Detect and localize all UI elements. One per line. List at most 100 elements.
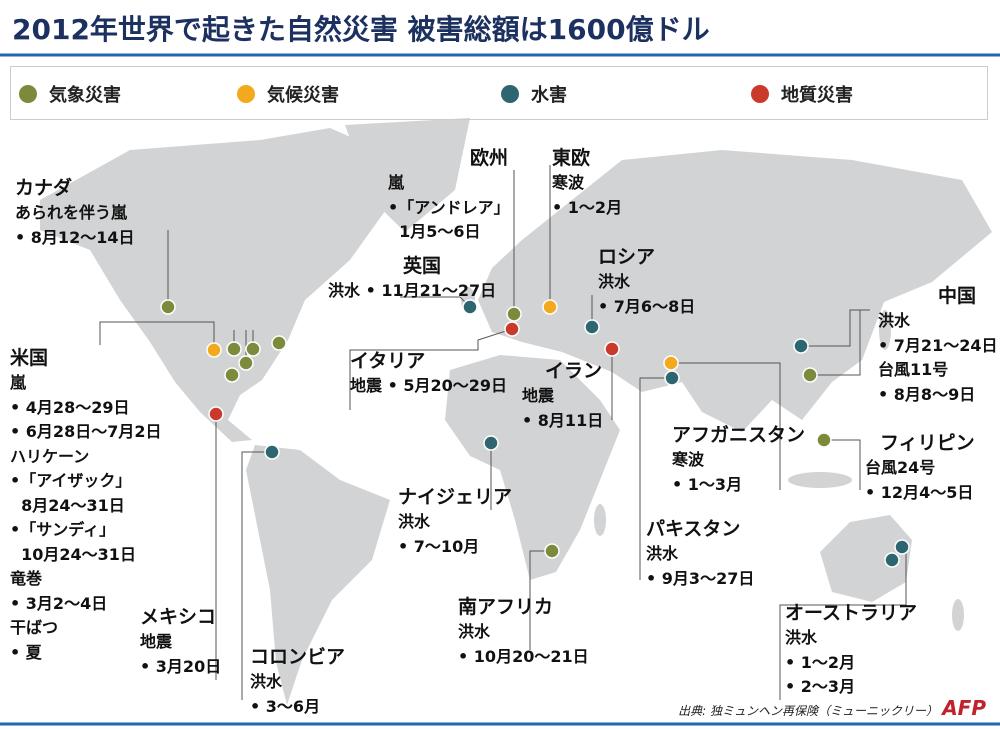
region-block: 南アフリカ 洪水 • 10月20～21日	[458, 594, 589, 669]
region-line: 10月24～31日	[10, 544, 136, 564]
region-name: コロンビア	[250, 646, 346, 668]
event-dot	[264, 444, 280, 460]
region-name: 中国	[938, 285, 977, 307]
region-line: • 12月4～5日	[865, 482, 974, 502]
legend-label: 気候災害	[267, 85, 339, 106]
event-dot	[506, 306, 522, 322]
region-line: 洪水	[646, 544, 679, 563]
south-america	[246, 445, 390, 705]
region-line: • 7～10月	[398, 536, 480, 556]
region-line: 1月5～6日	[388, 222, 481, 241]
region-block: メキシコ 地震 • 3月20日	[140, 604, 221, 679]
region-block: 米国嵐 • 4月28～29日 • 6月28日～7月2日 ハリケーン •「アイザック」 8…	[10, 345, 161, 665]
legend-label: 気象災害	[49, 85, 121, 106]
region-line: • 8月12～14日	[15, 227, 135, 247]
legend: 気象災害 気候災害 水害 地質災害	[10, 66, 988, 120]
region-name: ロシア	[598, 246, 656, 268]
title: 2012年世界で起きた自然災害 被害総額は1600億ドル	[12, 13, 710, 46]
region-line: • 6月28日～7月2日	[10, 422, 162, 441]
source: 出典: 独ミュンヘン再保険（ミューニックリー）	[678, 704, 938, 718]
new-zealand	[952, 599, 964, 631]
event-dot	[208, 406, 224, 422]
region-name: 東欧	[552, 147, 591, 169]
event-dot	[238, 355, 254, 371]
event-dot	[271, 335, 287, 351]
region-line: 台風24号	[865, 458, 936, 477]
region-name: フィリピン	[880, 432, 975, 454]
legend-dot	[751, 85, 769, 103]
region-line: • 7月6～8日	[598, 296, 696, 316]
logo: AFP	[942, 696, 986, 720]
leader-line	[671, 362, 781, 490]
region-line: • 3月2～4日	[10, 593, 108, 613]
region-line: 洪水	[598, 272, 631, 291]
region-block: コロンビア洪水 • 3～6月	[250, 644, 345, 719]
region-name: メキシコ	[140, 606, 217, 628]
leader-line	[349, 328, 513, 410]
region-line: 洪水	[458, 622, 491, 641]
eurasia	[478, 150, 992, 432]
indonesia	[788, 472, 852, 488]
region-line: 洪水	[250, 672, 283, 691]
region-line: 洪水	[398, 512, 431, 531]
region-line: 寒波	[552, 173, 585, 192]
region-line: 地震	[140, 632, 173, 651]
region-line: 竜巻	[10, 569, 43, 588]
legend-label: 地質災害	[781, 85, 853, 106]
region-line: あられを伴う嵐	[15, 203, 128, 222]
leader-line	[824, 439, 861, 490]
region-block: ナイジェリア 洪水 • 7～10月	[398, 484, 512, 559]
leader-line	[241, 451, 272, 700]
region-block: カナダ あられを伴う嵐 • 8月12～14日	[15, 175, 134, 250]
event-dot	[884, 552, 900, 568]
event-dot	[206, 342, 222, 358]
region-name: 英国	[403, 255, 442, 277]
region-name: イタリア	[350, 350, 426, 372]
region-name: 欧州	[470, 147, 509, 169]
region-block: フィリピン台風24号 • 12月4～5日	[865, 430, 975, 505]
event-dot	[245, 341, 261, 357]
event-dot	[663, 355, 679, 371]
region-line: • 1～3月	[672, 474, 743, 494]
event-dot	[504, 321, 520, 337]
africa	[445, 355, 620, 580]
event-dot	[584, 319, 600, 335]
event-dot	[816, 432, 832, 448]
region-line: • 夏	[10, 642, 42, 662]
legend-dot	[19, 85, 37, 103]
region-line: • 9月3～27日	[646, 568, 755, 588]
region-line: 嵐	[388, 173, 405, 192]
region-line: • 1～2月	[552, 197, 623, 217]
region-line: • 4月28～29日	[10, 397, 130, 417]
region-name: オーストラリア	[785, 602, 918, 624]
region-name: イラン	[545, 360, 603, 382]
legend-dot	[237, 85, 255, 103]
legend-label: 水害	[531, 85, 567, 106]
japan	[879, 310, 891, 350]
event-dot	[544, 543, 560, 559]
region-line: 台風11号	[878, 360, 949, 379]
region-line: ハリケーン	[10, 446, 90, 466]
region-name: 米国	[10, 347, 49, 369]
event-dot	[483, 435, 499, 451]
region-line: 干ばつ	[10, 618, 59, 637]
region-block: 英国 洪水 • 11月21～27日	[328, 253, 496, 304]
region-block: イラン 地震 • 8月11日	[522, 358, 603, 433]
region-line: • 3～6月	[250, 696, 321, 716]
region-name: アフガニスタン	[672, 424, 806, 446]
event-dot	[664, 370, 680, 386]
region-line: 地震	[522, 386, 555, 405]
region-line: 地震 • 5月20～29日	[350, 376, 508, 395]
region-name: 南アフリカ	[458, 596, 554, 618]
region-line: • 1～2月	[785, 652, 856, 672]
legend-item: 水害	[501, 81, 567, 107]
region-line: •「サンディ」	[10, 520, 116, 539]
region-block: ロシア洪水 • 7月6～8日	[598, 244, 695, 319]
event-dot	[604, 341, 620, 357]
region-line: • 2～3月	[785, 677, 856, 696]
region-name: パキスタン	[646, 518, 741, 540]
event-dot	[542, 299, 558, 315]
event-dot	[160, 299, 176, 315]
region-name: ナイジェリア	[398, 486, 513, 508]
